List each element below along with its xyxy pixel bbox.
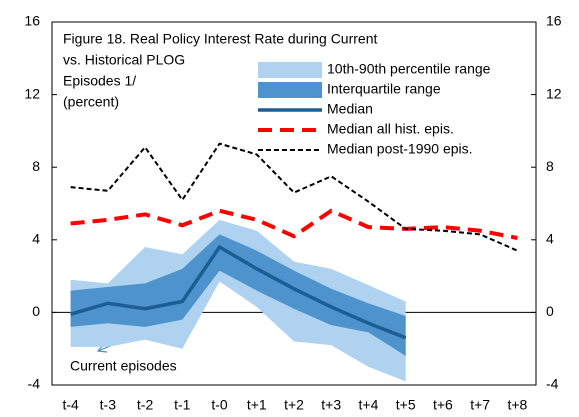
plot-frame — [51, 21, 537, 386]
x-tick-label: t-0 — [211, 397, 228, 413]
x-tick-label: t-2 — [137, 397, 154, 413]
y-tick-label: 4 — [32, 231, 40, 247]
x-tick-label: t-4 — [62, 397, 79, 413]
x-tick-label: t+4 — [359, 397, 379, 413]
chart-title: vs. Historical PLOG — [63, 52, 185, 68]
legend-label: Median all hist. epis. — [327, 121, 454, 137]
x-tick-label: t-1 — [174, 397, 191, 413]
x-tick-label: t+5 — [396, 397, 416, 413]
legend-label: Median — [327, 101, 373, 117]
chart-title: (percent) — [63, 94, 119, 110]
x-tick-label: t+1 — [247, 397, 267, 413]
y-tick-label: 0 — [32, 303, 40, 319]
y2-tick-label: -4 — [546, 376, 559, 392]
range-band — [70, 219, 406, 382]
y-tick-label: 8 — [32, 158, 40, 174]
legend-label: 10th-90th percentile range — [327, 61, 491, 77]
line-series — [70, 208, 518, 240]
chart-title: Episodes 1/ — [63, 73, 136, 89]
y2-tick-label: 16 — [546, 13, 562, 29]
x-tick-label: t+6 — [433, 397, 453, 413]
y-tick-label: 12 — [24, 85, 40, 101]
x-tick-label: t+7 — [470, 397, 490, 413]
line-series — [70, 244, 407, 340]
legend-swatch — [258, 62, 322, 78]
y2-tick-label: 4 — [546, 231, 554, 247]
y2-tick-label: 0 — [546, 303, 554, 319]
legend-swatch — [258, 82, 322, 98]
y2-tick-label: 8 — [546, 158, 554, 174]
annotation: Current episodes — [70, 358, 177, 374]
y2-tick-label: 12 — [546, 85, 562, 101]
x-tick-label: t+2 — [284, 397, 304, 413]
y-tick-label: -4 — [28, 376, 41, 392]
y-tick-label: 16 — [24, 13, 40, 29]
chart-title: Figure 18. Real Policy Interest Rate dur… — [63, 31, 377, 47]
x-tick-label: t-3 — [100, 397, 117, 413]
x-tick-label: t+3 — [321, 397, 341, 413]
legend-label: Median post-1990 epis. — [327, 141, 473, 157]
x-tick-label: t+8 — [507, 397, 527, 413]
legend-label: Interquartile range — [327, 81, 441, 97]
